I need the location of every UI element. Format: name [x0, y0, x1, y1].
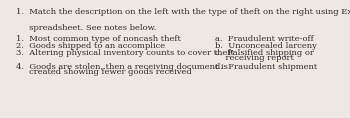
Text: 2.  Goods shipped to an accomplice: 2. Goods shipped to an accomplice	[16, 42, 165, 50]
Text: 4.  Goods are stolen, then a receiving document is: 4. Goods are stolen, then a receiving do…	[16, 63, 228, 71]
Text: a.  Fraudulent write-off: a. Fraudulent write-off	[215, 35, 314, 43]
Text: d.  Fraudulent shipment: d. Fraudulent shipment	[215, 63, 317, 71]
Text: spreadsheet. See notes below.: spreadsheet. See notes below.	[16, 24, 156, 32]
Text: 1.  Match the description on the left with the type of theft on the right using : 1. Match the description on the left wit…	[16, 8, 350, 16]
Text: b.  Unconcealed larceny: b. Unconcealed larceny	[215, 42, 317, 50]
Text: 3.  Altering physical inventory counts to cover theft: 3. Altering physical inventory counts to…	[16, 49, 234, 57]
Text: c.  Falsified shipping or: c. Falsified shipping or	[215, 49, 314, 57]
Text: created showing fewer goods received: created showing fewer goods received	[16, 68, 191, 76]
Text: receiving report: receiving report	[215, 54, 294, 62]
Text: 1.  Most common type of noncash theft: 1. Most common type of noncash theft	[16, 35, 181, 43]
